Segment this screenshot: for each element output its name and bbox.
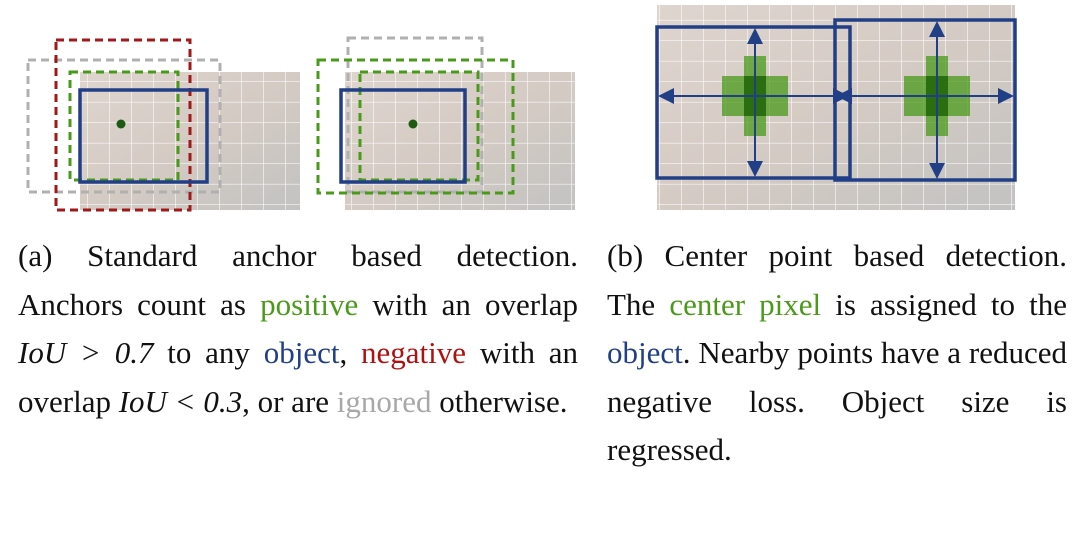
caption-a: (a) Standard anchor based detection. Anc…	[18, 232, 578, 426]
pixel-grid	[345, 72, 575, 210]
caption-text: with an overlap	[18, 335, 579, 419]
caption-text: to any	[153, 335, 264, 370]
caption-center-pixel: center pixel	[669, 286, 822, 322]
caption-text: is assigned to the	[821, 286, 1067, 322]
positive-anchor	[316, 58, 515, 195]
caption-positive: positive	[260, 286, 359, 322]
caption-text: otherwise.	[431, 383, 568, 419]
caption-object: object	[263, 335, 340, 370]
caption-ignored: ignored	[336, 383, 432, 419]
caption-text: . Nearby points have a reduced negative …	[607, 335, 1067, 467]
ignored-anchor	[346, 36, 484, 194]
positive-anchor	[358, 70, 480, 182]
ignored-anchor	[26, 58, 222, 194]
size-arrows	[658, 21, 1014, 179]
caption-object: object	[607, 335, 683, 370]
caption-text: (a) Standard anchor based detection. Anc…	[18, 238, 578, 322]
negative-anchor	[54, 38, 192, 212]
caption-text: ,	[339, 335, 362, 370]
object-box	[339, 88, 467, 184]
anchor-example-1	[26, 38, 300, 212]
anchor-example-2	[316, 36, 575, 210]
caption-text: , or are	[242, 383, 337, 419]
center-example	[655, 5, 1017, 210]
caption-b: (b) Center point based detection. The ce…	[607, 232, 1067, 475]
caption-negative: negative	[361, 335, 467, 370]
center-dot	[116, 119, 126, 129]
positive-anchor	[68, 70, 180, 182]
center-dot	[408, 119, 418, 129]
caption-text: (b) Center point based detection. The	[607, 238, 1067, 322]
object-box	[78, 88, 209, 184]
caption-text: with an overlap	[358, 286, 579, 322]
caption-math: IoU < 0.3	[118, 383, 243, 419]
figure	[26, 5, 1017, 212]
caption-math: IoU > 0.7	[18, 335, 154, 370]
